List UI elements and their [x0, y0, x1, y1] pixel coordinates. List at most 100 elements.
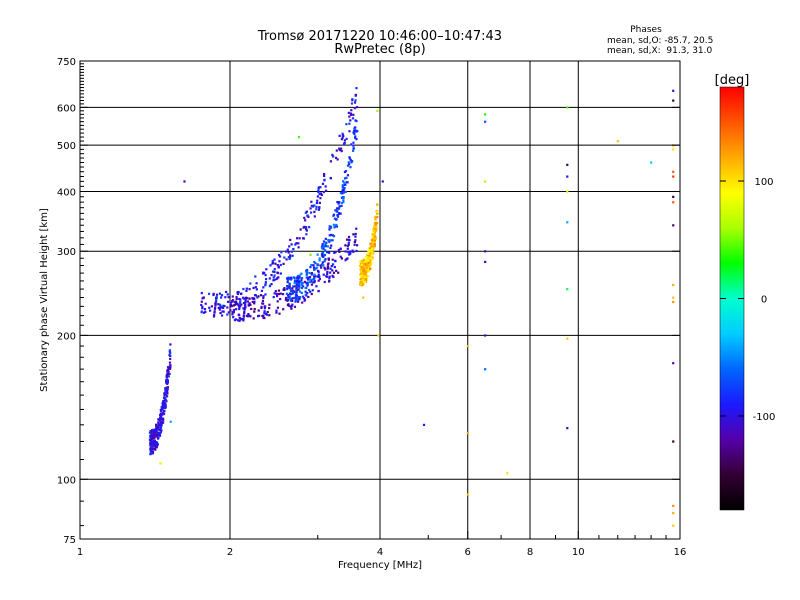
data-point	[287, 276, 290, 279]
data-point	[208, 309, 212, 312]
data-point	[149, 445, 152, 448]
data-point	[164, 405, 167, 409]
data-point	[351, 99, 354, 102]
data-point	[242, 315, 245, 318]
data-point	[213, 310, 216, 313]
data-point	[252, 286, 255, 290]
data-point	[159, 422, 162, 425]
data-point	[294, 243, 297, 246]
data-point	[316, 269, 320, 272]
data-point	[327, 239, 330, 242]
data-point	[343, 181, 346, 184]
y-tick-label: 500	[57, 141, 76, 152]
data-point	[360, 280, 363, 283]
data-point	[295, 294, 299, 297]
data-point	[363, 281, 366, 284]
data-point	[348, 239, 351, 242]
data-point	[306, 291, 309, 295]
data-point	[353, 101, 357, 104]
data-point	[286, 278, 289, 281]
data-point	[341, 136, 344, 139]
data-point	[244, 296, 248, 299]
data-point	[324, 258, 327, 261]
data-point	[323, 280, 326, 284]
data-point	[365, 259, 368, 262]
data-point	[306, 281, 309, 284]
data-point	[302, 237, 305, 240]
data-point	[285, 277, 289, 280]
data-point	[300, 284, 303, 287]
data-point	[339, 255, 342, 258]
data-point	[272, 296, 275, 299]
data-point	[165, 386, 168, 389]
data-point	[672, 99, 675, 102]
data-point	[287, 298, 290, 302]
data-point	[321, 182, 325, 185]
data-point	[156, 437, 160, 440]
data-point	[340, 257, 343, 260]
data-point	[484, 334, 487, 337]
data-point	[317, 186, 320, 189]
data-point	[270, 282, 273, 286]
data-point	[279, 292, 282, 295]
data-point	[161, 421, 165, 424]
data-point	[237, 313, 240, 316]
data-point	[484, 120, 487, 123]
data-point	[310, 272, 314, 275]
data-point	[566, 337, 569, 340]
data-point	[249, 303, 252, 306]
data-point	[308, 226, 311, 229]
data-point	[506, 472, 509, 475]
data-point	[296, 298, 300, 301]
data-point	[347, 161, 350, 164]
data-point	[243, 308, 246, 311]
data-point	[328, 275, 331, 278]
data-point	[269, 264, 272, 267]
data-point	[367, 257, 370, 260]
data-point	[337, 248, 340, 252]
data-point	[324, 237, 327, 240]
data-point	[341, 184, 344, 187]
data-point	[347, 111, 350, 115]
data-point	[305, 233, 308, 236]
data-point	[350, 109, 353, 112]
data-point	[150, 437, 153, 440]
data-point	[310, 283, 313, 286]
data-point	[322, 264, 325, 267]
chart-subtitle: RwPretec (8p)	[334, 42, 425, 57]
data-point	[321, 261, 324, 264]
data-point	[323, 179, 326, 182]
data-point	[158, 416, 162, 420]
data-point	[672, 524, 675, 527]
data-point	[260, 306, 263, 309]
data-point	[373, 227, 377, 230]
data-point	[232, 310, 235, 313]
data-point	[328, 225, 331, 228]
data-point	[366, 261, 369, 265]
data-point	[315, 208, 318, 211]
data-point	[286, 285, 289, 288]
data-point	[369, 249, 372, 252]
data-point	[284, 296, 288, 300]
data-point	[243, 307, 246, 310]
data-point	[217, 306, 220, 309]
data-point	[295, 288, 298, 291]
data-point	[276, 306, 280, 309]
data-point	[305, 282, 308, 285]
data-point	[286, 280, 289, 284]
data-point	[330, 233, 333, 237]
data-point	[324, 189, 328, 192]
data-point	[168, 367, 172, 370]
data-point	[247, 314, 251, 317]
data-point	[365, 266, 368, 269]
data-point	[252, 297, 255, 300]
data-point	[326, 245, 329, 248]
data-point	[566, 106, 569, 109]
data-point	[168, 349, 172, 352]
data-point	[331, 234, 334, 237]
data-point	[248, 288, 251, 291]
data-point	[318, 192, 321, 196]
data-point	[349, 252, 352, 255]
data-point	[370, 238, 373, 242]
data-point	[242, 296, 245, 299]
